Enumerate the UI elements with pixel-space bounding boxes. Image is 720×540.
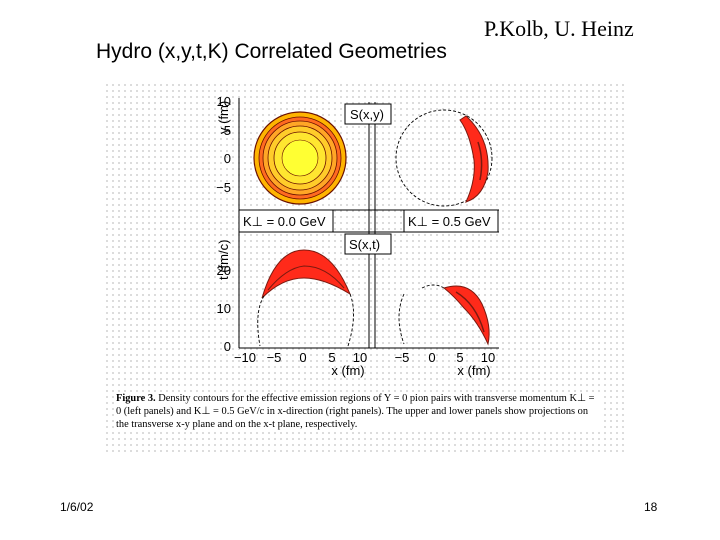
x-tick: 10	[353, 350, 367, 365]
x-tick: −5	[267, 350, 282, 365]
caption-text: Density contours for the effective emiss…	[116, 393, 595, 430]
y-tick: 10	[217, 94, 231, 109]
x-tick: −10	[234, 350, 256, 365]
label-sxt: S(x,t)	[349, 237, 380, 252]
slide-title: Hydro (x,y,t,K) Correlated Geometries	[96, 40, 447, 63]
label-sxy: S(x,y)	[350, 107, 384, 122]
x-axis-left: −10 −5 0 5 10 x (fm)	[234, 350, 367, 378]
label-k-right: K⊥ = 0.5 GeV	[408, 214, 491, 229]
x-axis-right-label: x (fm)	[457, 363, 490, 378]
x-tick: −5	[395, 350, 410, 365]
x-tick: 0	[428, 350, 435, 365]
y-axis-bottom: t (fm/c) 20 10 0	[216, 240, 231, 354]
y-axis-top: y (fm) 10 5 0 −5	[216, 94, 231, 195]
x-tick: 5	[328, 350, 335, 365]
panel-top-right	[395, 109, 493, 207]
panel-bottom-left	[257, 249, 354, 347]
panel-label-boxes: S(x,y) S(x,t) K⊥ = 0.0 GeV K⊥ = 0.5 GeV	[238, 103, 499, 255]
y-tick: 20	[217, 263, 231, 278]
page-number: 18	[644, 500, 658, 514]
figure-svg: S(x,y) S(x,t) K⊥ = 0.0 GeV K⊥ = 0.5 GeV …	[216, 94, 499, 378]
y-tick: 10	[217, 301, 231, 316]
author-credit: P.Kolb, U. Heinz	[484, 16, 634, 41]
panel-bottom-right	[398, 284, 490, 346]
y-tick: 5	[224, 123, 231, 138]
y-tick: 0	[224, 339, 231, 354]
y-tick: −5	[216, 180, 231, 195]
footer-date: 1/6/02	[60, 500, 94, 514]
panel-top-left	[253, 111, 347, 205]
label-k-left: K⊥ = 0.0 GeV	[243, 214, 326, 229]
caption-label: Figure 3.	[116, 393, 156, 404]
x-tick: 10	[481, 350, 495, 365]
x-tick: 5	[456, 350, 463, 365]
y-tick: 0	[224, 151, 231, 166]
figure-caption: Figure 3. Density contours for the effec…	[116, 392, 600, 431]
y-axis-bottom-label: t (fm/c)	[216, 240, 231, 280]
x-axis-right: −5 0 5 10 x (fm)	[395, 350, 496, 378]
y-axis-top-label: y (fm)	[216, 101, 231, 134]
x-axis-left-label: x (fm)	[331, 363, 364, 378]
x-tick: 0	[299, 350, 306, 365]
